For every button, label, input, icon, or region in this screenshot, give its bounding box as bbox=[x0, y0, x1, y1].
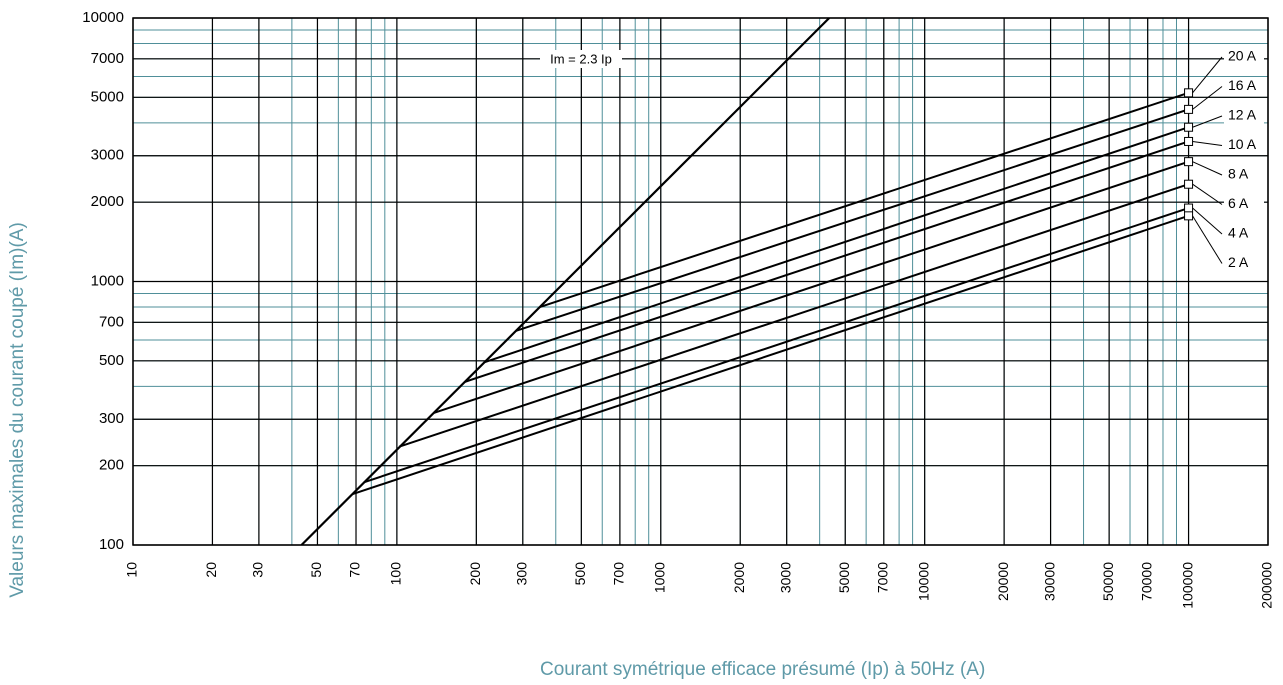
x-tick-label: 300 bbox=[514, 562, 530, 586]
x-tick-label: 100 bbox=[388, 562, 404, 586]
legend-leader bbox=[1192, 115, 1223, 128]
x-tick-label: 20000 bbox=[995, 562, 1011, 601]
y-tick-label: 2000 bbox=[91, 193, 124, 210]
x-tick-label: 200 bbox=[467, 562, 483, 586]
legend-label: 4 A bbox=[1228, 225, 1249, 241]
series-line bbox=[363, 207, 1189, 484]
annotation-bg bbox=[540, 50, 622, 68]
series-line bbox=[464, 140, 1189, 383]
x-tick-label: 30 bbox=[250, 562, 266, 578]
end-marker bbox=[1184, 104, 1194, 114]
legend-label: 8 A bbox=[1228, 166, 1249, 182]
x-tick-label: 100000 bbox=[1179, 562, 1195, 609]
x-tick-label: 5000 bbox=[836, 562, 852, 593]
legend-leader bbox=[1192, 183, 1223, 205]
annotation: Im = 2.3 Ip bbox=[550, 51, 612, 66]
x-tick-label: 50000 bbox=[1100, 562, 1116, 601]
x-tick-label: 70000 bbox=[1138, 562, 1154, 601]
legend-bg bbox=[1224, 77, 1264, 96]
y-tick-label: 10000 bbox=[82, 9, 124, 26]
end-marker bbox=[1184, 157, 1194, 167]
reference-line bbox=[300, 18, 830, 545]
x-tick-label: 500 bbox=[572, 562, 588, 586]
y-axis-title: Valeurs maximales du courant coupé (Im)(… bbox=[7, 222, 28, 598]
legend-label: 2 A bbox=[1228, 254, 1249, 270]
series-line bbox=[515, 108, 1189, 332]
x-tick-label: 10 bbox=[124, 562, 140, 578]
legend-label: 20 A bbox=[1228, 48, 1257, 64]
y-tick-label: 200 bbox=[99, 457, 124, 474]
end-marker bbox=[1184, 179, 1194, 189]
series-line bbox=[433, 160, 1189, 414]
y-tick-label: 700 bbox=[99, 313, 124, 330]
legend-bg bbox=[1224, 136, 1264, 155]
grid bbox=[132, 17, 1269, 546]
legend-bg bbox=[1224, 107, 1264, 125]
series-line bbox=[539, 91, 1189, 308]
x-tick-label: 700 bbox=[611, 562, 627, 586]
legend-leader bbox=[1192, 86, 1223, 110]
legend-leader bbox=[1192, 215, 1223, 264]
x-tick-label: 3000 bbox=[777, 562, 793, 593]
y-tick-label: 3000 bbox=[91, 147, 124, 164]
legend-bg bbox=[1224, 195, 1264, 214]
x-tick-label: 10000 bbox=[915, 562, 931, 601]
end-marker bbox=[1184, 136, 1194, 146]
x-axis-title: Courant symétrique efficace présumé (Ip)… bbox=[540, 659, 985, 680]
plot-frame bbox=[132, 17, 1269, 546]
y-tick-label: 500 bbox=[99, 352, 124, 369]
end-marker bbox=[1184, 88, 1194, 98]
x-tick-label: 30000 bbox=[1041, 562, 1057, 601]
x-tick-label: 1000 bbox=[651, 562, 667, 593]
legend-leader bbox=[1192, 56, 1223, 94]
series-line bbox=[398, 183, 1189, 448]
legend-bg bbox=[1224, 48, 1264, 66]
legend-bg bbox=[1224, 225, 1264, 243]
y-tick-label: 300 bbox=[99, 410, 124, 427]
end-marker bbox=[1184, 211, 1194, 221]
legend-bg bbox=[1224, 166, 1264, 184]
legend-label: 10 A bbox=[1228, 136, 1257, 152]
legend-leader bbox=[1192, 207, 1223, 235]
y-tick-label: 7000 bbox=[91, 50, 124, 67]
x-tick-label: 7000 bbox=[874, 562, 890, 593]
legend-label: 16 A bbox=[1228, 77, 1257, 93]
legend-bg bbox=[1224, 254, 1264, 273]
x-tick-label: 200000 bbox=[1259, 562, 1275, 609]
x-tick-label: 20 bbox=[203, 562, 219, 578]
end-marker bbox=[1184, 203, 1194, 213]
end-marker bbox=[1184, 122, 1194, 132]
legend-leader bbox=[1192, 140, 1223, 146]
plot: Im = 2.3 Ip 20 A 16 A 12 A 10 A 8 A 6 A 4 A 2 A bbox=[300, 18, 1264, 545]
legend-leader bbox=[1192, 161, 1223, 176]
series-line bbox=[352, 214, 1189, 496]
series-line bbox=[484, 126, 1189, 364]
legend-label: 6 A bbox=[1228, 195, 1249, 211]
x-tick-label: 70 bbox=[347, 562, 363, 578]
y-tick-label: 5000 bbox=[91, 88, 124, 105]
x-tick-label: 50 bbox=[308, 562, 324, 578]
legend-label: 12 A bbox=[1228, 107, 1257, 123]
x-tick-label: 2000 bbox=[731, 562, 747, 593]
y-tick-label: 100 bbox=[99, 536, 124, 553]
y-tick-label: 1000 bbox=[91, 272, 124, 289]
